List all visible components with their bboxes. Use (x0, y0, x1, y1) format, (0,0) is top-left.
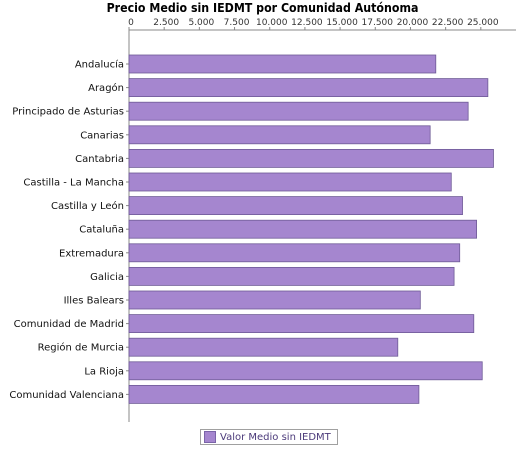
category-label: Canarias (80, 130, 124, 141)
category-label: Galicia (90, 272, 124, 283)
bar (128, 196, 463, 216)
bar (128, 337, 399, 357)
bar (128, 384, 420, 404)
category-label: Principado de Asturias (12, 107, 124, 118)
bar-layer (128, 54, 494, 404)
label-layer: Andalucía Aragón Principado de Asturias Can… (9, 59, 124, 401)
x-tick-label: 10.000 (256, 18, 288, 28)
category-label: Comunidad de Madrid (14, 319, 124, 330)
legend: Valor Medio sin IEDMT (200, 429, 338, 445)
category-label: Andalucía (75, 59, 124, 71)
category-label: Extremadura (59, 248, 124, 259)
bar (128, 172, 452, 192)
x-tick-label: 25.000 (467, 18, 499, 28)
bar (128, 243, 461, 263)
x-tick-label: 20.000 (397, 18, 429, 28)
category-label: Aragón (88, 82, 124, 94)
legend-label: Valor Medio sin IEDMT (220, 431, 331, 443)
x-tick-label: 0 (128, 18, 134, 28)
bar (128, 314, 475, 334)
axis-layer: 0 2.500 5.000 7.500 10.000 12.500 15.000 17.500… (126, 18, 516, 422)
x-tick-label: 5.000 (188, 18, 214, 28)
category-label: Castilla - La Mancha (23, 178, 124, 189)
x-tick-label: 12.500 (291, 18, 323, 28)
chart-title: Precio Medio sin IEDMT por Comunidad Aut… (106, 1, 419, 15)
category-label: Cataluña (79, 225, 124, 236)
bar (128, 78, 489, 97)
bar (128, 101, 469, 121)
bar (128, 361, 483, 381)
x-tick-label: 17.500 (362, 18, 394, 28)
category-label: Cantabria (75, 154, 124, 165)
x-tick-label: 22.500 (432, 18, 464, 28)
category-label: Región de Murcia (38, 342, 124, 354)
category-label: La Rioja (84, 366, 124, 377)
category-label: Castilla y León (51, 200, 124, 212)
bar (128, 148, 494, 168)
bar (128, 219, 477, 239)
x-tick-label: 7.500 (224, 18, 250, 28)
bar (128, 54, 437, 74)
x-tick-label: 15.000 (326, 18, 358, 28)
category-label: Comunidad Valenciana (9, 390, 124, 401)
category-label: Illes Balears (64, 296, 124, 307)
legend-swatch (204, 431, 216, 443)
bar (128, 125, 431, 145)
x-tick-label: 2.500 (153, 18, 179, 28)
bar (128, 266, 455, 286)
bar (128, 290, 421, 310)
